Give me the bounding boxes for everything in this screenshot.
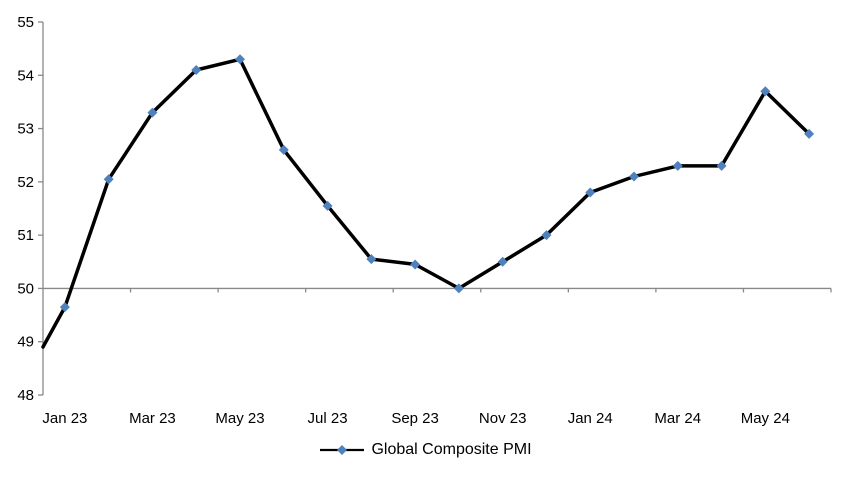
x-axis-label: Mar 23 <box>129 410 176 427</box>
data-point-marker <box>804 128 815 139</box>
y-axis-label: 49 <box>17 334 34 351</box>
x-axis-label: Jan 24 <box>568 410 613 427</box>
chart-svg: 55 54 53 52 51 50 49 48 Jan 23 Mar 23 May 23 Jul 23… <box>17 14 832 427</box>
data-point-marker <box>585 187 596 198</box>
legend-line-diamond-icon <box>320 445 365 455</box>
data-point-marker <box>366 254 377 265</box>
y-axis-label: 55 <box>17 14 34 31</box>
x-axis-label: Nov 23 <box>479 410 527 427</box>
data-point-marker <box>103 174 114 185</box>
y-axis-label: 48 <box>17 387 34 404</box>
x-axis-label: Sep 23 <box>391 410 439 427</box>
legend: Global Composite PMI <box>0 441 852 459</box>
legend-label: Global Composite PMI <box>371 441 532 458</box>
y-axis-label: 52 <box>17 174 34 191</box>
x-axis-label: Mar 24 <box>654 410 701 427</box>
data-point-marker <box>716 160 727 171</box>
data-point-marker <box>760 86 771 97</box>
y-axis-label: 51 <box>17 227 34 244</box>
data-point-marker <box>497 256 508 267</box>
data-point-marker <box>278 144 289 155</box>
data-point-marker <box>59 302 70 313</box>
data-point-marker <box>541 230 552 241</box>
data-point-marker <box>410 259 421 270</box>
data-point-marker <box>629 171 639 182</box>
x-axis-label: Jul 23 <box>308 410 348 427</box>
legend-diamond <box>337 445 348 455</box>
data-point-marker <box>453 283 464 294</box>
x-axis-label: May 24 <box>741 410 790 427</box>
y-axis-label: 50 <box>17 280 34 297</box>
data-point-marker <box>191 64 202 75</box>
x-axis-label: May 23 <box>215 410 264 427</box>
x-axis-label: Jan 23 <box>42 410 87 427</box>
y-axis-label: 54 <box>17 67 34 84</box>
data-point-marker <box>235 54 245 65</box>
series-line <box>41 57 811 349</box>
data-point-marker <box>322 200 333 211</box>
data-point-marker <box>147 107 158 118</box>
y-axis-label: 53 <box>17 121 34 138</box>
data-point-marker <box>672 160 683 171</box>
